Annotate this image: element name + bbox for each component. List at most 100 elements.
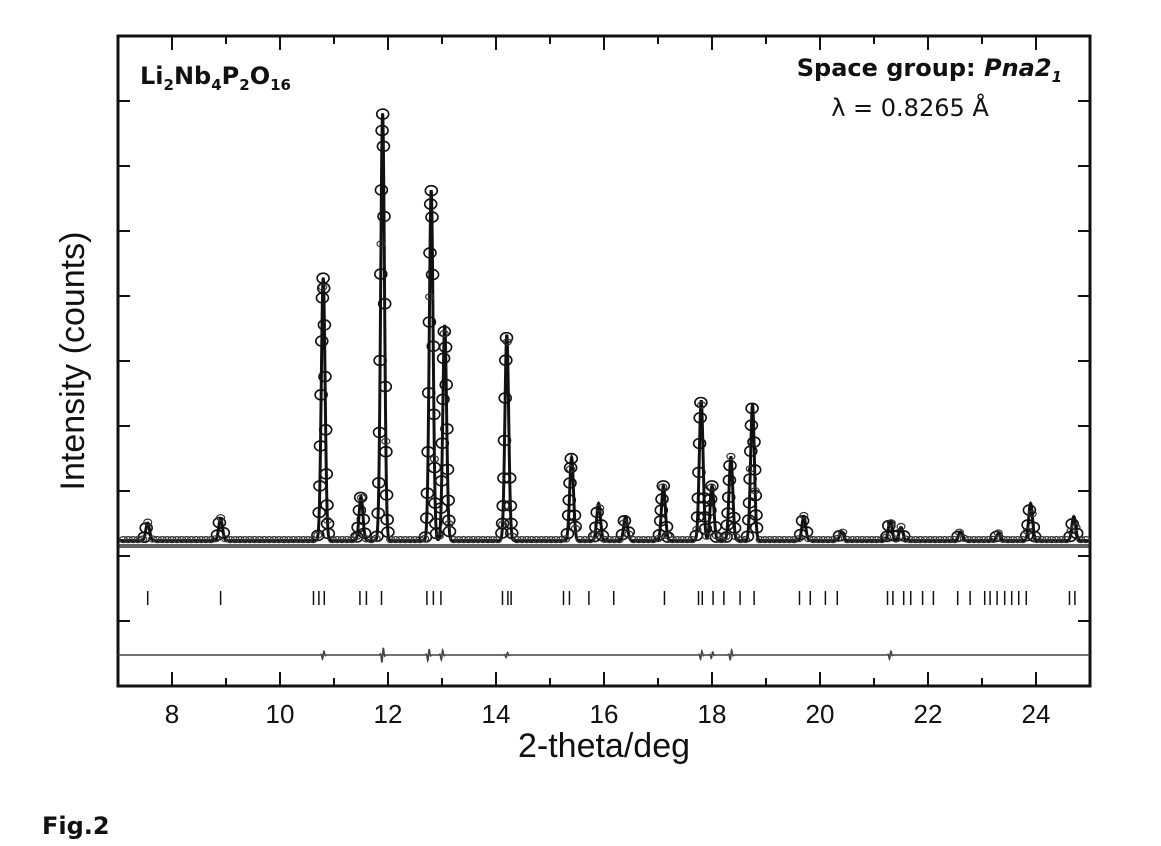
observed-point xyxy=(133,535,143,544)
observed-point xyxy=(250,535,260,544)
observed-point xyxy=(440,463,455,476)
observed-point xyxy=(422,316,437,328)
observed-point xyxy=(316,282,331,295)
observed-point xyxy=(930,535,940,544)
observed-point xyxy=(910,535,921,544)
observed-point xyxy=(969,535,979,544)
observed-point xyxy=(381,437,391,445)
observed-point xyxy=(940,535,950,544)
observed-point xyxy=(614,535,624,544)
observed-point xyxy=(723,459,737,472)
observed-point xyxy=(658,483,668,491)
observed-point xyxy=(421,386,436,399)
observed-point xyxy=(769,535,780,544)
x-axis-title: 2-theta/deg xyxy=(518,727,690,765)
observed-point xyxy=(531,535,542,544)
observed-point xyxy=(206,535,216,544)
observed-point xyxy=(436,352,451,365)
observed-point xyxy=(562,494,577,506)
observed-point xyxy=(629,535,639,544)
observed-point xyxy=(823,535,833,544)
observed-point xyxy=(599,535,610,544)
observed-point xyxy=(706,483,717,491)
observed-point xyxy=(373,268,388,280)
compound-formula: Li2Nb4P2O16 xyxy=(140,62,291,94)
observed-point xyxy=(760,535,770,544)
observed-point xyxy=(1012,535,1023,544)
observed-point xyxy=(162,535,172,544)
observed-point xyxy=(308,535,318,544)
x-tick-label: 14 xyxy=(482,699,511,729)
observed-point xyxy=(420,534,430,543)
observed-point xyxy=(311,529,325,542)
observed-point xyxy=(361,535,371,543)
x-tick-label: 10 xyxy=(266,699,295,729)
observed-point xyxy=(1056,535,1067,544)
observed-point xyxy=(701,532,712,540)
observed-point xyxy=(655,493,669,505)
observed-point xyxy=(377,297,392,310)
observed-point xyxy=(993,529,1003,537)
observed-point xyxy=(648,535,658,544)
observed-point xyxy=(808,535,819,544)
observed-point xyxy=(1051,535,1062,544)
observed-point xyxy=(425,268,440,281)
observed-point xyxy=(920,535,930,544)
observed-point xyxy=(220,535,231,543)
observed-point xyxy=(317,319,332,331)
observed-point xyxy=(1022,527,1033,535)
observed-point xyxy=(755,535,765,544)
observed-point xyxy=(693,411,708,424)
observed-point xyxy=(609,535,619,544)
observed-point xyxy=(692,466,706,479)
observed-point xyxy=(374,184,389,196)
observed-point xyxy=(313,531,323,539)
observed-point xyxy=(564,452,579,465)
observed-point xyxy=(377,210,391,223)
observed-point xyxy=(352,532,362,541)
observed-point xyxy=(177,535,187,544)
observed-point xyxy=(186,535,196,544)
observed-point xyxy=(143,518,153,526)
observed-point xyxy=(988,535,998,544)
observed-point xyxy=(478,535,488,544)
observed-point xyxy=(254,535,265,544)
observed-point xyxy=(735,535,746,544)
observed-point xyxy=(954,528,964,536)
observed-point xyxy=(463,535,474,544)
observed-point xyxy=(212,516,227,529)
observed-point xyxy=(978,535,989,544)
observed-point xyxy=(1037,535,1047,544)
observed-point xyxy=(619,519,629,527)
observed-point xyxy=(726,452,736,460)
observed-point xyxy=(353,491,368,504)
observed-point xyxy=(563,461,578,474)
observed-point xyxy=(862,535,872,544)
observed-point xyxy=(240,535,250,544)
observed-point xyxy=(563,477,577,489)
observed-point xyxy=(423,198,438,210)
observed-point xyxy=(378,380,393,393)
observed-point xyxy=(439,378,454,391)
plot-frame xyxy=(116,34,1092,688)
difference-curve-layer xyxy=(118,647,1090,664)
observed-point xyxy=(498,354,513,367)
observed-point xyxy=(284,535,294,544)
observed-point xyxy=(488,535,498,544)
observed-point xyxy=(230,535,240,544)
observed-point xyxy=(585,535,595,544)
observed-point xyxy=(886,519,896,527)
observed-point xyxy=(799,511,809,520)
observed-point xyxy=(692,525,702,533)
observed-point xyxy=(556,535,566,544)
observed-point xyxy=(847,535,858,544)
observed-point xyxy=(711,531,721,540)
observed-point xyxy=(983,535,994,544)
observed-point xyxy=(721,491,736,504)
observed-point xyxy=(867,535,877,544)
observed-point xyxy=(235,535,245,544)
observed-point xyxy=(327,535,337,544)
observed-point xyxy=(575,535,585,544)
observed-point xyxy=(1081,535,1091,544)
observed-point xyxy=(400,535,410,544)
